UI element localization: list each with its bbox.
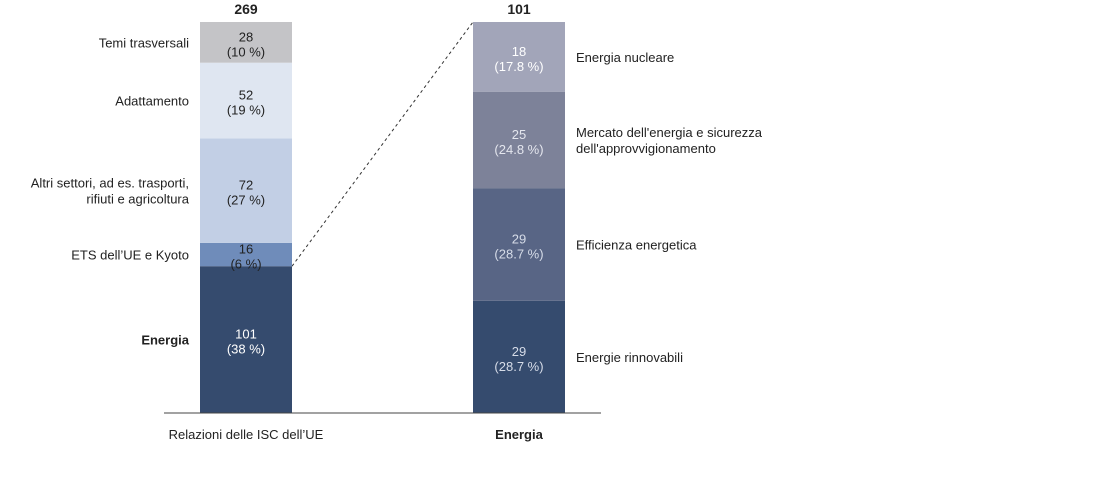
segment-label-mercato-dellenergia-e-sicurezza-dellapprovvigionamento: Mercato dell'energia e sicurezza dell'app…: [576, 125, 763, 156]
bar-segment-ets-dellue-e-kyoto: [200, 242, 292, 267]
connector-line-top: [291, 21, 474, 267]
data-label-percent: (28.7 %): [494, 359, 543, 374]
segment-label-altri-settori-ad-es-trasporti-rifiuti-e-agricoltura: Altri settori, ad es. trasporti, rifiuti …: [31, 176, 190, 207]
data-label-value: 101: [235, 327, 257, 342]
data-label-percent: (6 %): [230, 257, 261, 272]
data-label-percent: (27 %): [227, 193, 265, 208]
bars-group: [200, 22, 565, 413]
segment-label-energia: Energia: [141, 333, 189, 348]
bar-segment-efficienza-energetica: [473, 188, 565, 301]
segment-label-adattamento: Adattamento: [115, 93, 189, 108]
segment-label-energia-nucleare: Energia nucleare: [576, 50, 674, 65]
data-label-value: 25: [512, 127, 526, 142]
data-label-value: 28: [239, 29, 253, 44]
bar-segment-adattamento: [200, 62, 292, 139]
bar-segment-temi-trasversali: [200, 22, 292, 63]
bar-total-label: 269: [234, 1, 258, 17]
data-label-value: 29: [512, 232, 526, 247]
data-label-percent: (38 %): [227, 342, 265, 357]
bar-segment-energie-rinnovabili: [473, 300, 565, 413]
segment-label-energie-rinnovabili: Energie rinnovabili: [576, 350, 683, 365]
connector-lines: [291, 21, 474, 414]
data-label-percent: (28.7 %): [494, 247, 543, 262]
segment-label-ets-dellue-e-kyoto: ETS dell’UE e Kyoto: [71, 248, 189, 263]
data-label-percent: (10 %): [227, 44, 265, 59]
bar-segment-energia: [200, 266, 292, 413]
bar-segment-mercato-dellenergia-e-sicurezza-dellapprovvigionamento: [473, 91, 565, 189]
data-label-value: 52: [239, 87, 253, 102]
bar-segment-altri-settori-ad-es-trasporti-rifiuti-e-agricoltura: [200, 138, 292, 243]
category-label-energia: Energia: [495, 427, 543, 442]
data-label-value: 16: [239, 242, 253, 257]
bar-total-label: 101: [507, 1, 531, 17]
data-label-value: 29: [512, 344, 526, 359]
data-label-percent: (19 %): [227, 102, 265, 117]
data-label-percent: (24.8 %): [494, 142, 543, 157]
data-label-value: 72: [239, 178, 253, 193]
segment-label-efficienza-energetica: Efficienza energetica: [576, 238, 697, 253]
data-label-percent: (17.8 %): [494, 59, 543, 74]
segment-label-temi-trasversali: Temi trasversali: [99, 35, 189, 50]
data-label-value: 18: [512, 44, 526, 59]
bar-segment-energia-nucleare: [473, 22, 565, 92]
category-label-relazioni-delle-isc-dellue: Relazioni delle ISC dell’UE: [169, 427, 324, 442]
